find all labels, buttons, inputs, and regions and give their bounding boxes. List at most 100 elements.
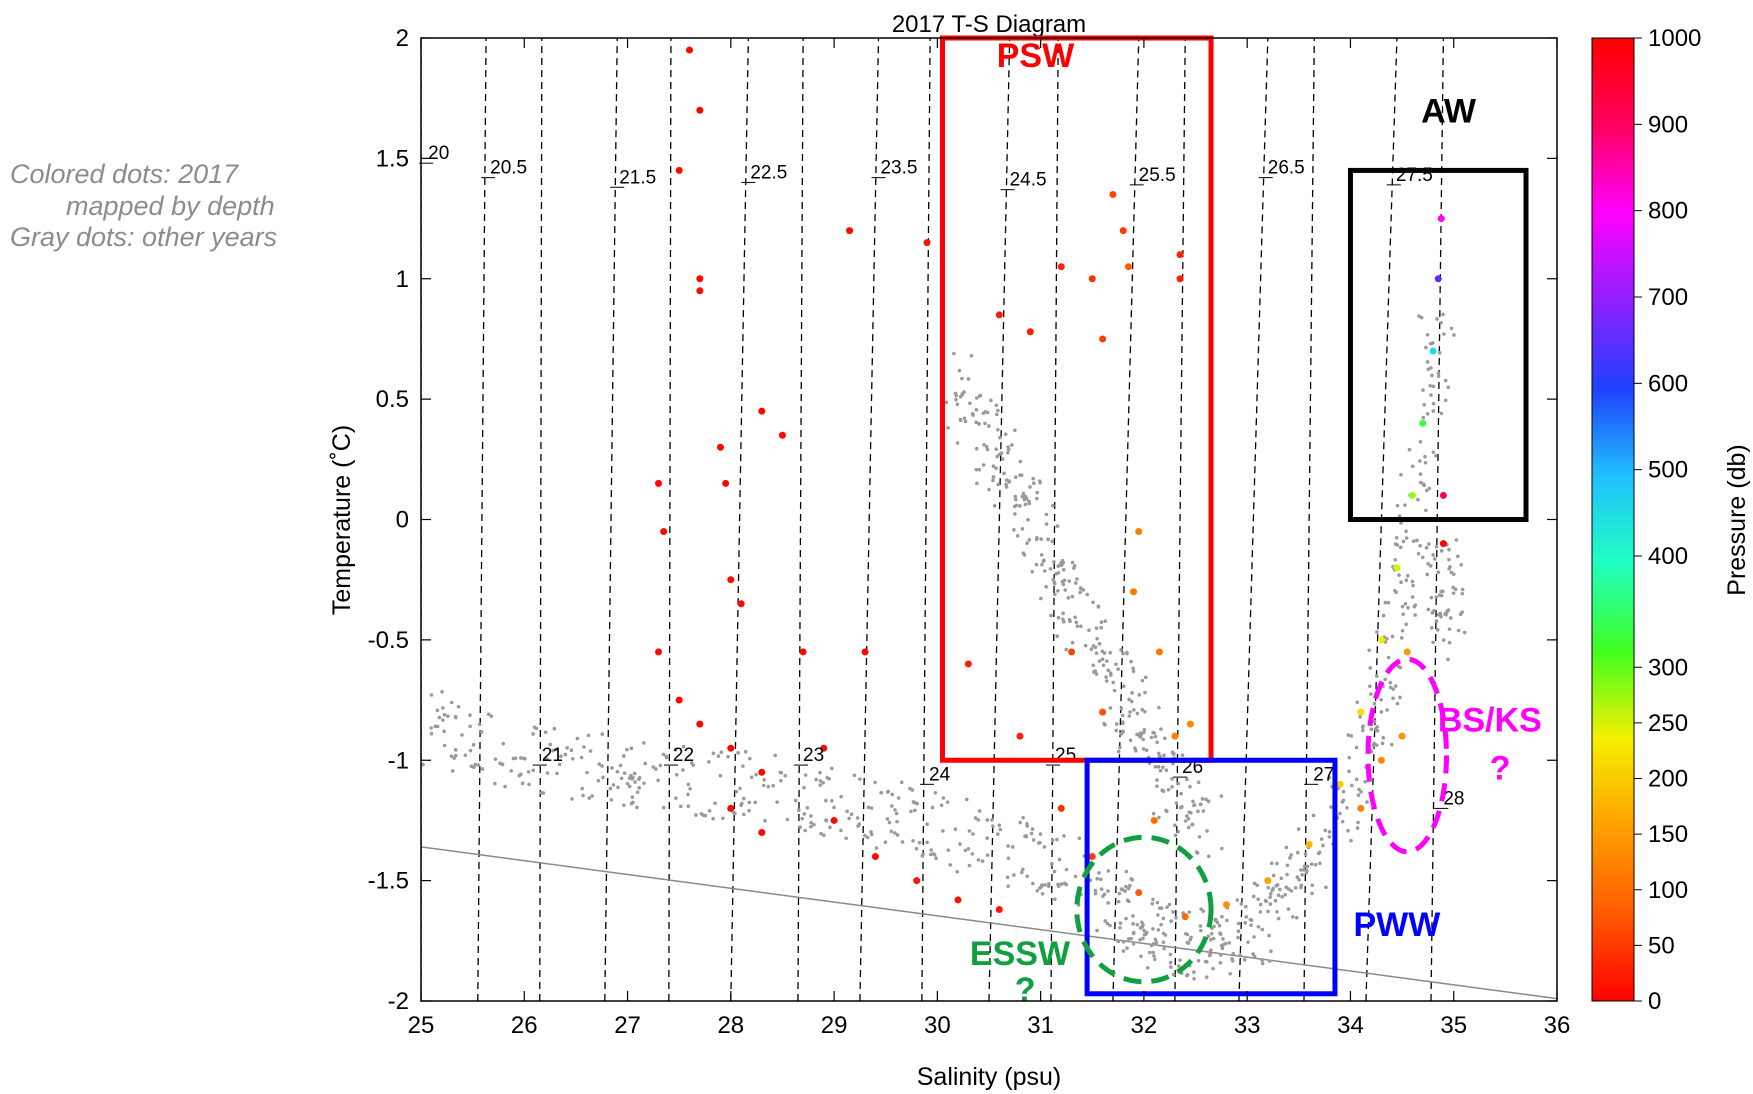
depth-colored-point (660, 528, 668, 536)
gray-point (985, 410, 990, 415)
depth-colored-point (696, 720, 704, 728)
gray-point (1206, 799, 1211, 804)
gray-point (1303, 852, 1308, 856)
colorbar-label: Pressure (db) (1723, 444, 1751, 595)
gray-point (471, 743, 476, 747)
gray-point (627, 784, 632, 789)
gray-point (1296, 827, 1301, 831)
gray-point (622, 803, 626, 807)
gray-point (410, 722, 414, 726)
gray-point (1438, 611, 1443, 616)
gray-point (581, 793, 585, 798)
gray-point (1116, 667, 1120, 671)
gray-point (1027, 538, 1032, 542)
gray-point (473, 762, 478, 767)
gray-point (1151, 950, 1155, 955)
gray-point (637, 786, 642, 790)
gray-point (977, 422, 981, 426)
gray-point (985, 818, 990, 822)
gray-point (824, 818, 829, 823)
gray-point (948, 863, 953, 867)
gray-point (1041, 559, 1046, 564)
gray-point (1114, 728, 1119, 733)
gray-point (832, 805, 836, 810)
gray-point (1155, 778, 1159, 782)
gray-point (869, 832, 874, 837)
density-contour-line (1238, 38, 1269, 1001)
gray-point (763, 818, 767, 823)
gray-point (1462, 630, 1467, 635)
gray-point (1141, 730, 1146, 735)
gray-point (498, 761, 502, 766)
gray-point (1042, 845, 1047, 849)
gray-point (1236, 929, 1241, 933)
gray-point (1091, 644, 1096, 648)
gray-point (1161, 765, 1165, 770)
gray-point (1345, 805, 1349, 810)
gray-point (1141, 747, 1146, 751)
gray-point (600, 732, 605, 736)
gray-point (1124, 916, 1128, 921)
gray-point (429, 726, 433, 730)
gray-point (1103, 919, 1108, 923)
depth-colored-point (923, 239, 931, 247)
gray-point (1447, 640, 1452, 645)
gray-point (803, 828, 807, 833)
gray-point (1019, 870, 1024, 875)
depth-colored-point (1403, 648, 1411, 656)
gray-point (974, 408, 979, 412)
gray-point (616, 785, 620, 790)
gray-point (1022, 553, 1027, 557)
gray-point (1198, 924, 1203, 928)
gray-point (953, 827, 958, 832)
depth-colored-point (1135, 528, 1143, 536)
gray-point (1316, 851, 1321, 856)
gray-point (1199, 928, 1203, 933)
depth-colored-point (675, 696, 683, 704)
gray-point (575, 736, 580, 741)
density-contour-label: 26.5 (1268, 158, 1305, 179)
side-note-line-colored: Colored dots: 2017 (10, 159, 239, 189)
gray-point (747, 808, 751, 813)
depth-colored-point (1408, 491, 1416, 499)
gray-point (1021, 867, 1025, 872)
gray-point (477, 722, 482, 727)
gray-point (1106, 889, 1110, 893)
gray-point (1089, 647, 1094, 651)
gray-point (658, 763, 663, 768)
gray-point (917, 840, 922, 845)
colorbar-tick-label: 200 (1648, 766, 1688, 793)
gray-point (1118, 745, 1122, 750)
gray-point (977, 467, 982, 472)
gray-point (453, 748, 458, 752)
gray-point (1379, 710, 1384, 714)
gray-point (1053, 592, 1057, 597)
gray-point (1421, 415, 1426, 420)
gray-point (754, 772, 758, 777)
gray-point (711, 816, 715, 821)
gray-point (1249, 918, 1254, 923)
gray-point (958, 418, 963, 423)
gray-point (1144, 930, 1149, 935)
gray-point (1220, 946, 1225, 951)
gray-point (967, 863, 972, 868)
gray-point (967, 829, 972, 833)
gray-point (1106, 668, 1111, 673)
gray-point (925, 822, 929, 827)
gray-point (1178, 958, 1182, 962)
gray-point (1302, 864, 1307, 869)
y-tick-label: 2 (396, 25, 409, 52)
gray-point (1052, 869, 1057, 874)
depth-colored-point (830, 816, 838, 824)
gray-point (1433, 557, 1437, 561)
gray-point (1012, 528, 1016, 532)
gray-point (569, 748, 574, 753)
gray-point (1446, 657, 1450, 662)
gray-point (1102, 892, 1107, 897)
gray-point (1424, 488, 1429, 493)
gray-point (1078, 590, 1082, 595)
density-contour-line (797, 38, 804, 1001)
gray-point (802, 812, 807, 816)
gray-point (1419, 315, 1424, 320)
